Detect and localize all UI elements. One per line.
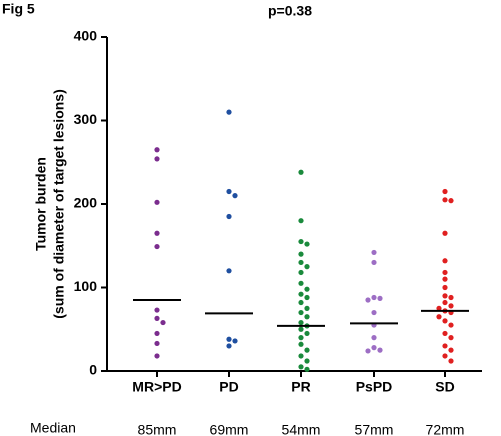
data-point (232, 338, 238, 344)
x-tick-label: MR>PD (132, 379, 181, 395)
x-tick-label: PR (291, 379, 310, 395)
data-point (371, 294, 377, 301)
data-point (298, 353, 304, 359)
data-point (442, 284, 448, 291)
data-point (365, 348, 371, 354)
data-point (304, 264, 310, 270)
data-point (298, 364, 304, 370)
data-point (298, 218, 304, 224)
y-tick-label: 400 (74, 28, 98, 44)
data-point (371, 249, 377, 256)
data-point (436, 314, 442, 320)
data-point (304, 366, 310, 372)
data-point (442, 230, 448, 236)
data-point (442, 276, 448, 282)
median-label: 54mm (282, 422, 321, 436)
data-point (442, 330, 448, 337)
data-point (304, 294, 310, 301)
data-point (154, 243, 160, 250)
y-axis-label: (sum of diameter of target lesions) (51, 89, 67, 318)
data-point (304, 286, 310, 292)
y-tick-label: 100 (74, 278, 98, 294)
data-point (298, 269, 304, 276)
data-point (304, 305, 310, 311)
data-point (304, 347, 310, 353)
data-point (448, 294, 454, 301)
data-point (377, 295, 383, 301)
data-point (377, 347, 383, 353)
y-tick-label: 0 (89, 362, 97, 378)
x-tick-label: PD (219, 379, 238, 395)
data-point (448, 358, 454, 364)
data-point (298, 309, 304, 316)
data-point (154, 330, 160, 337)
data-point (304, 358, 310, 364)
data-point (442, 258, 448, 264)
data-point (298, 291, 304, 297)
data-point (154, 199, 160, 205)
data-point (436, 305, 442, 311)
median-label: 69mm (210, 422, 249, 436)
median-label: 85mm (138, 422, 177, 436)
data-point (226, 109, 232, 115)
data-point (371, 259, 377, 266)
data-point (448, 347, 454, 353)
data-point (442, 293, 448, 299)
data-point (304, 330, 310, 337)
data-point (298, 251, 304, 257)
median-label: 72mm (426, 422, 465, 436)
data-point (154, 156, 160, 162)
data-point (298, 299, 304, 306)
data-point (448, 335, 454, 341)
data-point (154, 353, 160, 359)
data-point (371, 345, 377, 351)
data-point (298, 259, 304, 266)
data-point (442, 353, 448, 359)
data-point (371, 309, 377, 316)
x-tick-label: PsPD (356, 379, 393, 395)
chart-subtitle: p=0.38 (268, 3, 312, 19)
data-point (226, 336, 232, 342)
data-point (226, 343, 232, 349)
data-point (298, 238, 304, 245)
data-point (226, 213, 232, 220)
data-point (448, 198, 454, 204)
data-point (442, 299, 448, 306)
chart-title: Fig 5 (2, 1, 35, 17)
y-axis-label: Tumor burden (33, 157, 49, 251)
row-label: Median (30, 420, 76, 436)
data-point (232, 193, 238, 199)
data-point (226, 268, 232, 274)
x-tick-label: SD (435, 379, 454, 395)
data-point (154, 307, 160, 313)
median-label: 57mm (355, 422, 394, 436)
data-point (160, 319, 166, 326)
data-point (154, 230, 160, 236)
data-point (365, 297, 371, 303)
data-point (371, 335, 377, 341)
data-point (298, 326, 304, 332)
data-point (226, 188, 232, 195)
data-point (442, 188, 448, 195)
y-tick-label: 200 (74, 195, 98, 211)
data-point (304, 314, 310, 320)
data-point (154, 147, 160, 153)
data-point (154, 340, 160, 347)
data-point (442, 197, 448, 203)
data-point (298, 341, 304, 347)
data-point (298, 319, 304, 326)
data-point (442, 269, 448, 276)
data-point (154, 315, 160, 321)
data-point (448, 303, 454, 309)
data-point (442, 318, 448, 324)
data-point (298, 280, 304, 286)
y-tick-label: 300 (74, 111, 98, 127)
data-point (442, 343, 448, 349)
data-point (298, 169, 304, 175)
data-point (448, 322, 454, 328)
data-point (304, 241, 310, 247)
data-point (298, 335, 304, 341)
